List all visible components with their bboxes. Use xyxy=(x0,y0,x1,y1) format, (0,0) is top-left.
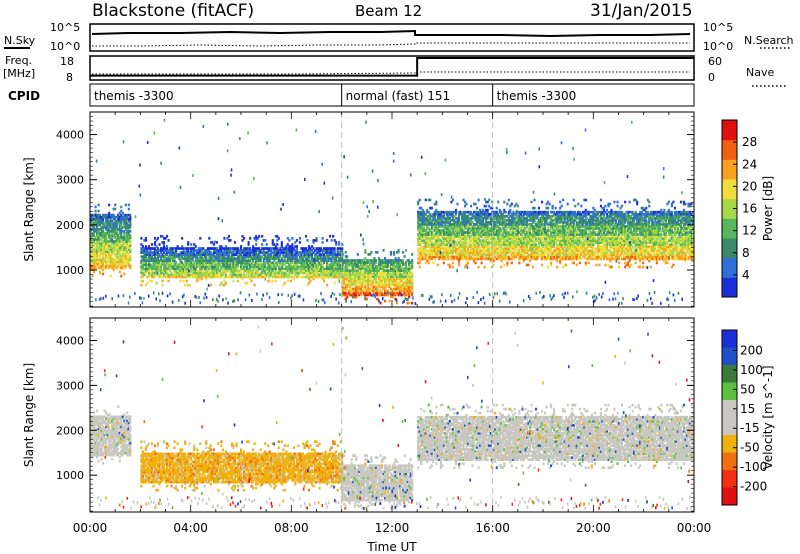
colorbar-tick-label: 28 xyxy=(742,135,757,149)
colorbar-swatch xyxy=(722,198,737,219)
freq-unit-label: [MHz] xyxy=(3,67,35,80)
colorbar-swatch xyxy=(722,417,737,436)
cpid-segment-label: themis -3300 xyxy=(94,89,174,103)
colorbar-tick-label: 4 xyxy=(742,268,750,282)
nsky-panel: N.Sky 10^5 10^0 10^5 10^0 N.Search xyxy=(4,21,794,53)
colorbar-swatch xyxy=(722,470,737,488)
power-panel: 1000 2000 3000 4000 Slant Range [km] xyxy=(22,111,695,308)
nsearch-label: N.Search xyxy=(744,34,794,47)
colorbar-tick-label: 15 xyxy=(740,402,755,416)
freq-tick-bottom: 8 xyxy=(66,71,73,84)
nave-trace xyxy=(92,71,690,75)
colorbar-swatch xyxy=(722,159,737,180)
y-tick-label: 4000 xyxy=(56,129,84,142)
colorbar-label: Velocity [m s^-1] xyxy=(761,365,775,469)
nsky-right-tick-top: 10^5 xyxy=(703,21,733,34)
colorbar-tick-label: 20 xyxy=(742,179,757,193)
colorbar-tick-label: 50 xyxy=(740,382,755,396)
y-tick-label: 2000 xyxy=(56,219,84,232)
freq-tick-top: 18 xyxy=(60,55,74,68)
nsky-label: N.Sky xyxy=(4,34,36,47)
nsky-left-tick-bottom: 10^0 xyxy=(50,40,80,53)
velocity-panel: 1000 2000 3000 4000 Slant Range [km] xyxy=(22,317,695,513)
nsky-trace xyxy=(91,29,691,38)
power-echo-cells xyxy=(90,118,694,306)
x-axis-label: Time UT xyxy=(366,540,417,554)
power-colorbar: 4 8 12 16 20 24 28 Power [dB] xyxy=(721,119,775,298)
colorbar-swatch xyxy=(722,435,737,453)
colorbar-swatch xyxy=(722,218,737,239)
colorbar-swatch xyxy=(722,139,737,160)
colorbar-label: Power [dB] xyxy=(761,176,775,241)
colorbar-tick-label: -200 xyxy=(740,480,767,494)
nave-label: Nave xyxy=(746,66,774,79)
beam-title: Beam 12 xyxy=(355,2,422,20)
colorbar-swatch xyxy=(722,238,737,259)
colorbar-tick-label: -100 xyxy=(740,460,767,474)
colorbar-tick-label: 100 xyxy=(740,363,763,377)
colorbar-tick-label: 200 xyxy=(740,343,763,357)
colorbar-tick-label: -15 xyxy=(740,421,760,435)
date-title: 31/Jan/2015 xyxy=(590,1,693,21)
y-tick-label: 1000 xyxy=(56,264,84,277)
y-axis-label: Slant Range [km] xyxy=(22,363,36,467)
nave-tick-bottom: 0 xyxy=(708,71,715,84)
colorbar-tick-label: 12 xyxy=(742,224,757,238)
velocity-echo-cells xyxy=(90,325,694,511)
colorbar-swatch xyxy=(722,257,737,278)
y-tick-label: 3000 xyxy=(56,379,84,392)
x-tick-label: 00:00 xyxy=(73,521,108,535)
colorbar-swatch xyxy=(722,365,737,383)
time-axis: 00:00 04:00 08:00 12:00 16:00 20:00 00:00 xyxy=(73,521,712,535)
x-tick-label: 08:00 xyxy=(274,521,309,535)
y-tick-label: 3000 xyxy=(56,174,84,187)
y-tick-label: 1000 xyxy=(56,469,84,482)
colorbar-frame xyxy=(721,329,738,506)
colorbar-tick-label: -50 xyxy=(740,441,760,455)
x-tick-label: 20:00 xyxy=(576,521,611,535)
colorbar-swatch xyxy=(722,277,737,298)
nave-tick-top: 60 xyxy=(708,55,722,68)
station-title: Blackstone (fitACF) xyxy=(92,1,254,21)
cpid-label: CPID xyxy=(8,89,40,103)
nsearch-trace xyxy=(92,42,690,47)
colorbar-swatch xyxy=(722,120,737,141)
cpid-panel: CPID themis -3300 normal (fast) 151 themis… xyxy=(8,83,695,107)
colorbar-swatch xyxy=(722,330,737,348)
freq-trace xyxy=(90,57,694,77)
y-tick-label: 2000 xyxy=(56,424,84,437)
freq-step-line xyxy=(90,57,694,77)
x-tick-label: 12:00 xyxy=(375,521,410,535)
colorbar-tick-label: 24 xyxy=(742,157,757,171)
colorbar-swatch xyxy=(722,452,737,471)
y-axis-label: Slant Range [km] xyxy=(22,157,36,261)
x-tick-label: 00:00 xyxy=(677,521,712,535)
x-tick-label: 16:00 xyxy=(475,521,510,535)
nsky-left-tick-top: 10^5 xyxy=(50,21,80,34)
nsky-right-tick-bottom: 10^0 xyxy=(703,40,733,53)
y-tick-label: 4000 xyxy=(56,334,84,347)
colorbar-swatch xyxy=(722,347,737,366)
cpid-segment-label: themis -3300 xyxy=(497,89,577,103)
colorbar-swatch xyxy=(722,487,737,506)
colorbar-swatch xyxy=(722,382,737,401)
freq-label: Freq. xyxy=(5,54,32,67)
colorbar-tick-label: 16 xyxy=(742,202,757,216)
colorbar-swatch xyxy=(722,179,737,200)
x-tick-label: 04:00 xyxy=(173,521,208,535)
colorbar-tick-label: 8 xyxy=(742,246,750,260)
freq-panel: Freq. [MHz] 18 8 60 0 Nave xyxy=(3,54,786,87)
velocity-colorbar: 200 100 50 15 -15 -50 -100 -200 Velocity [m s^-1… xyxy=(721,329,775,506)
colorbar-swatch xyxy=(722,400,737,418)
cpid-segment-label: normal (fast) 151 xyxy=(346,89,450,103)
